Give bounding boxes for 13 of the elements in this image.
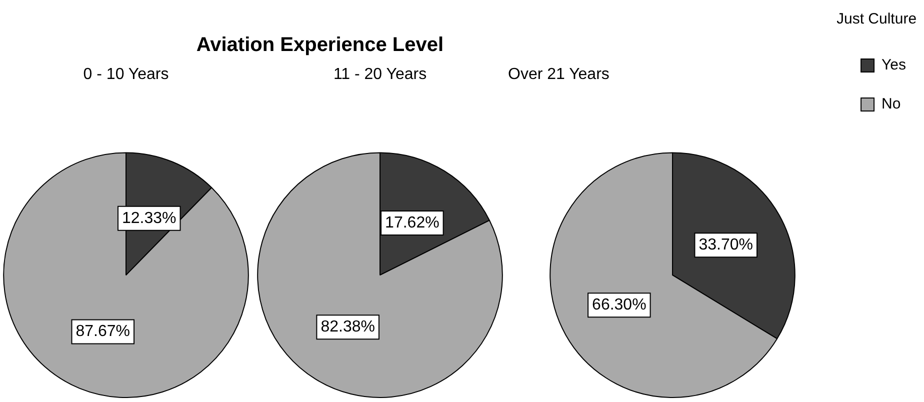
chart-title: 11 - 20 Years: [333, 66, 427, 84]
data-label: 66.30%: [592, 296, 646, 314]
legend-label: No: [882, 96, 901, 113]
text: Over 21 Years: [508, 66, 610, 84]
text: Aviation Experience Level: [196, 34, 444, 56]
data-label: 82.38%: [320, 318, 375, 336]
legend-title: Just Culture: [836, 10, 917, 28]
data-label: 12.33%: [122, 210, 176, 227]
chart-title: 0 - 10 Years: [83, 66, 169, 84]
data-label: 17.62%: [385, 214, 440, 232]
data-label: 33.70%: [698, 236, 753, 254]
data-label: 87.67%: [76, 323, 130, 340]
legend-label: Yes: [882, 56, 906, 74]
